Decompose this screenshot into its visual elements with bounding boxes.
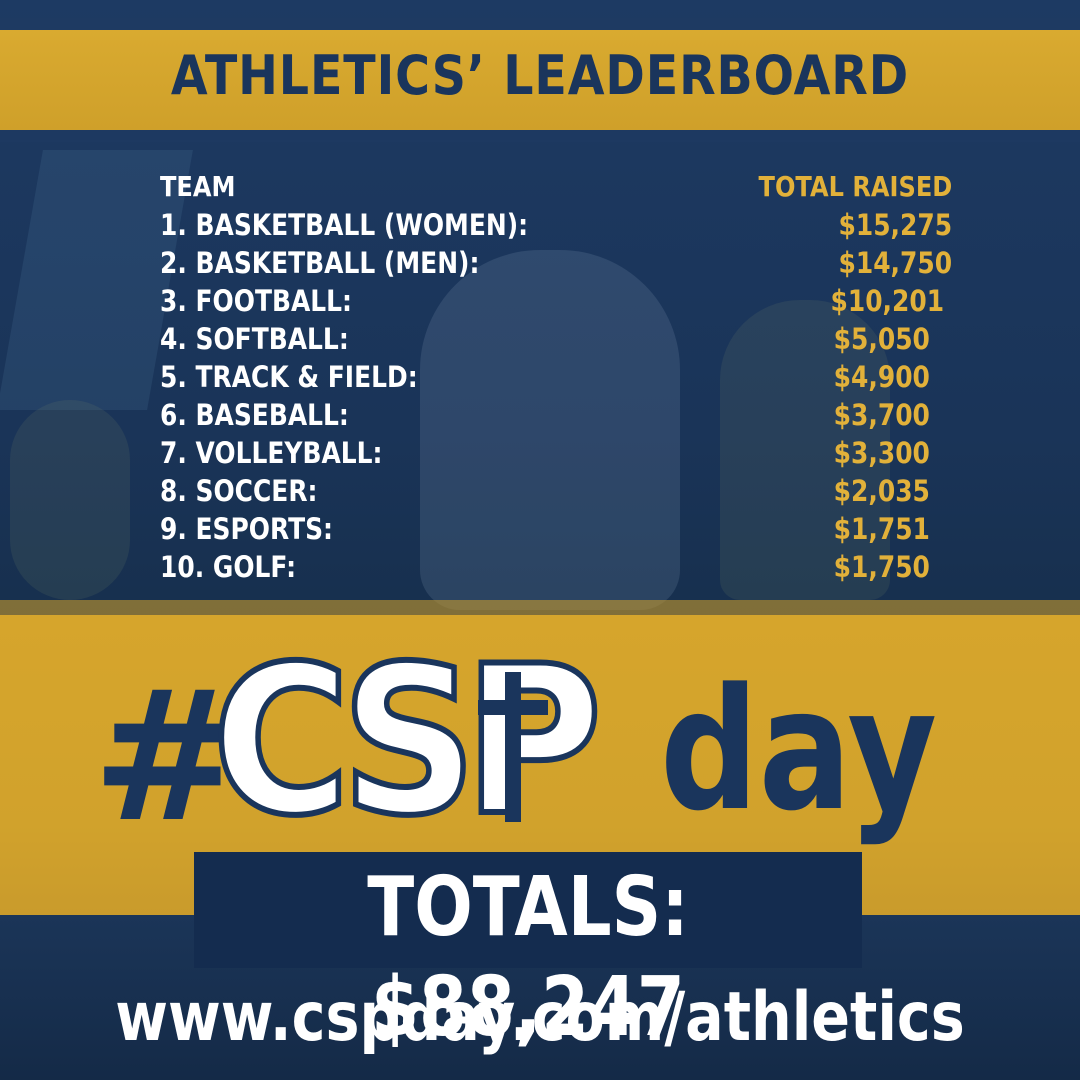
website-link[interactable]: www.cspday.com/athletics [115,978,965,1057]
leaderboard-row: 8. SOCCER: $2,035 [160,472,960,510]
leaderboard-header: TEAM TOTAL RAISED [160,168,960,206]
team-amount: $3,300 [833,436,930,470]
team-name: 5. TRACK & FIELD: [160,360,418,394]
leaderboard: TEAM TOTAL RAISED 1. BASKETBALL (WOMEN):… [160,168,960,586]
team-name: 8. SOCCER: [160,474,318,508]
totals-box [194,852,862,968]
team-name: 3. FOOTBALL: [160,284,353,318]
team-amount: $15,275 [838,208,952,242]
team-amount: $5,050 [833,322,930,356]
team-name: 2. BASKETBALL (MEN): [160,246,480,280]
hashtag-symbol: # [92,653,243,862]
team-amount: $3,700 [833,398,930,432]
leaderboard-row: 4. SOFTBALL: $5,050 [160,320,960,358]
team-name: 1. BASKETBALL (WOMEN): [160,208,529,242]
background-mascot [420,250,680,610]
team-column-header: TEAM [160,170,236,203]
background-player-right [720,300,890,600]
leaderboard-row: 9. ESPORTS: $1,751 [160,510,960,548]
totals-text: TOTALS: $88,247 [367,860,689,1055]
leaderboard-row: 2. BASKETBALL (MEN): $14,750 [160,244,960,282]
team-amount: $1,751 [833,512,930,546]
cross-icon-vertical [505,672,521,822]
leaderboard-row: 6. BASEBALL: $3,700 [160,396,960,434]
team-name: 10. GOLF: [160,550,297,584]
leaderboard-row: 5. TRACK & FIELD: $4,900 [160,358,960,396]
lower-banner-edge [0,600,1080,618]
team-amount: $2,035 [833,474,930,508]
team-amount: $14,750 [838,246,952,280]
team-amount: $4,900 [833,360,930,394]
team-name: 9. ESPORTS: [160,512,334,546]
leaderboard-row: 10. GOLF: $1,750 [160,548,960,586]
team-amount: $1,750 [833,550,930,584]
top-banner [0,30,1080,130]
page-title: ATHLETICS’ LEADERBOARD [170,44,910,107]
background-player-left [10,400,130,600]
team-name: 4. SOFTBALL: [160,322,349,356]
total-column-header: TOTAL RAISED [758,170,952,203]
team-name: 6. BASEBALL: [160,398,349,432]
team-amount: $10,201 [830,284,944,318]
team-name: 7. VOLLEYBALL: [160,436,383,470]
leaderboard-row: 1. BASKETBALL (WOMEN): $15,275 [160,206,960,244]
csp-logo-text: CSP [209,623,605,861]
leaderboard-row: 7. VOLLEYBALL: $3,300 [160,434,960,472]
leaderboard-row: 3. FOOTBALL: $10,201 [160,282,960,320]
hashtag-day-text: day [660,652,938,848]
cross-icon-horizontal [478,700,548,715]
